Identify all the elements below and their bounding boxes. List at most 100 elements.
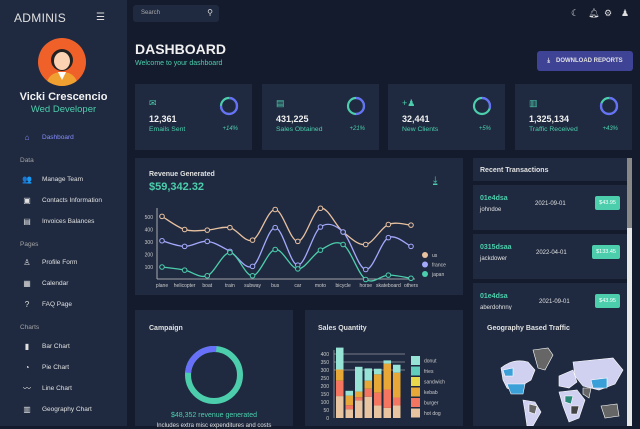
transaction-row[interactable]: 01e4dsa johndoe 2021-09-01 $43.95 bbox=[473, 185, 627, 232]
data-point-france[interactable] bbox=[340, 229, 346, 235]
data-point-france[interactable] bbox=[272, 224, 278, 231]
bar-burger[interactable] bbox=[336, 380, 344, 397]
data-point-us[interactable] bbox=[385, 221, 392, 228]
data-point-us[interactable] bbox=[272, 206, 278, 213]
download-icon[interactable]: ⤓ bbox=[433, 175, 438, 186]
bar-hot dog[interactable] bbox=[345, 409, 354, 418]
stat-label: New Clients bbox=[402, 126, 439, 133]
campaign-revenue: $48,352 revenue generated bbox=[170, 412, 258, 419]
data-point-us[interactable] bbox=[408, 222, 414, 228]
bar-donut[interactable] bbox=[336, 347, 344, 370]
bar-kebab[interactable] bbox=[336, 369, 344, 381]
bar-burger[interactable] bbox=[383, 389, 392, 408]
sidebar-item-calendar[interactable]: ▦ Calendar bbox=[22, 277, 68, 289]
data-point-japan[interactable] bbox=[181, 267, 188, 273]
data-point-japan[interactable] bbox=[204, 272, 211, 279]
data-point-us[interactable] bbox=[204, 227, 211, 233]
bar-burger[interactable] bbox=[355, 397, 363, 401]
data-point-france[interactable] bbox=[317, 224, 324, 230]
contacts-icon: ▣ bbox=[23, 195, 31, 205]
data-point-japan[interactable] bbox=[159, 264, 165, 270]
bar-kebab[interactable] bbox=[364, 380, 373, 389]
data-point-japan[interactable] bbox=[317, 247, 324, 253]
data-point-us[interactable] bbox=[295, 238, 301, 245]
data-point-japan[interactable] bbox=[249, 272, 256, 279]
x-tick-label: subway bbox=[244, 283, 261, 289]
data-point-us[interactable] bbox=[362, 241, 369, 248]
bar-donut[interactable] bbox=[393, 364, 401, 373]
bar-kebab[interactable] bbox=[393, 372, 401, 398]
download-reports-button[interactable]: ⤓ DOWNLOAD REPORTS bbox=[537, 51, 633, 71]
data-point-japan[interactable] bbox=[272, 246, 278, 253]
data-point-japan[interactable] bbox=[227, 249, 233, 256]
calendar-icon: ▦ bbox=[23, 278, 31, 288]
bar-burger[interactable] bbox=[374, 392, 382, 406]
bar-burger[interactable] bbox=[345, 405, 354, 410]
bar-burger[interactable] bbox=[364, 388, 373, 397]
data-point-japan[interactable] bbox=[340, 241, 346, 248]
data-point-france[interactable] bbox=[249, 263, 256, 270]
bar-donut[interactable] bbox=[355, 366, 363, 392]
hamburger-icon[interactable]: ☰ bbox=[96, 12, 105, 23]
data-point-us[interactable] bbox=[227, 224, 233, 231]
data-point-france[interactable] bbox=[159, 237, 165, 244]
bar-hot dog[interactable] bbox=[364, 396, 373, 418]
data-point-france[interactable] bbox=[181, 243, 188, 250]
map-africa-region bbox=[570, 405, 580, 415]
data-point-us[interactable] bbox=[317, 205, 324, 212]
bar-donut[interactable] bbox=[383, 360, 392, 364]
stat-percent: +5% bbox=[478, 126, 491, 132]
data-point-us[interactable] bbox=[249, 237, 256, 243]
data-point-japan[interactable] bbox=[295, 266, 301, 272]
data-point-japan[interactable] bbox=[362, 276, 369, 283]
map-europe bbox=[558, 369, 578, 389]
sidebar-item-label: Contacts Information bbox=[42, 196, 102, 204]
sidebar-item-line-chart[interactable]: 〰 Line Chart bbox=[22, 382, 72, 394]
email-icon: ✉ bbox=[149, 98, 157, 108]
gear-icon[interactable]: ⚙ bbox=[604, 8, 613, 18]
bar-burger[interactable] bbox=[393, 397, 401, 406]
scrollbar[interactable] bbox=[627, 158, 632, 426]
sidebar-item-invoices[interactable]: ▤ Invoices Balances bbox=[22, 215, 94, 227]
bar-hot dog[interactable] bbox=[336, 396, 344, 418]
sidebar-item-geography-chart[interactable]: ▥ Geography Chart bbox=[22, 403, 92, 415]
user-icon[interactable]: ♟ bbox=[621, 8, 630, 18]
transaction-row[interactable]: 0315dsaa jackdower 2022-04-01 $133.45 bbox=[473, 234, 627, 281]
sidebar-item-dashboard[interactable]: ⌂ Dashboard bbox=[22, 131, 74, 143]
data-point-us[interactable] bbox=[159, 213, 165, 220]
bar-kebab[interactable] bbox=[374, 374, 382, 393]
data-point-france[interactable] bbox=[408, 243, 414, 250]
bar-hot dog[interactable] bbox=[355, 400, 363, 418]
bar-kebab[interactable] bbox=[383, 363, 392, 390]
dark-mode-icon[interactable]: ☾ bbox=[571, 8, 580, 18]
data-point-japan[interactable] bbox=[408, 275, 414, 282]
bar-kebab[interactable] bbox=[345, 395, 354, 406]
notification-icon[interactable]: 🔔︎ bbox=[588, 8, 600, 18]
search-input[interactable]: Search ⚲ bbox=[133, 5, 219, 22]
data-point-france[interactable] bbox=[362, 266, 369, 273]
bar-donut[interactable] bbox=[374, 368, 382, 375]
bar-hot dog[interactable] bbox=[393, 405, 401, 418]
sidebar-item-faq[interactable]: ? FAQ Page bbox=[22, 298, 72, 310]
user-name: Vicki Crescencio bbox=[19, 91, 108, 103]
scrollbar-thumb[interactable] bbox=[627, 158, 632, 228]
sidebar-item-manage-team[interactable]: 👥 Manage Team bbox=[22, 173, 83, 185]
data-point-france[interactable] bbox=[204, 238, 211, 245]
bar-donut[interactable] bbox=[345, 390, 354, 396]
bar-kebab[interactable] bbox=[355, 391, 363, 398]
search-icon[interactable]: ⚲ bbox=[207, 8, 213, 17]
legend-swatch bbox=[422, 271, 428, 277]
data-point-us[interactable] bbox=[181, 226, 188, 233]
sidebar-item-bar-chart[interactable]: ▮ Bar Chart bbox=[22, 340, 70, 352]
bar-donut[interactable] bbox=[364, 368, 373, 381]
data-point-france[interactable] bbox=[385, 234, 392, 241]
data-point-japan[interactable] bbox=[385, 272, 392, 278]
sidebar-item-contacts[interactable]: ▣ Contacts Information bbox=[22, 194, 102, 206]
sidebar-item-pie-chart[interactable]: ◔ Pie Chart bbox=[22, 361, 70, 373]
bar-hot dog[interactable] bbox=[383, 407, 392, 418]
bar-hot dog[interactable] bbox=[374, 405, 382, 418]
transaction-id: 01e4dsa bbox=[480, 293, 508, 300]
sidebar-item-profile-form[interactable]: ♙ Profile Form bbox=[22, 256, 77, 268]
transaction-date: 2021-09-01 bbox=[535, 201, 566, 207]
y-tick-label: 500 bbox=[145, 215, 154, 221]
